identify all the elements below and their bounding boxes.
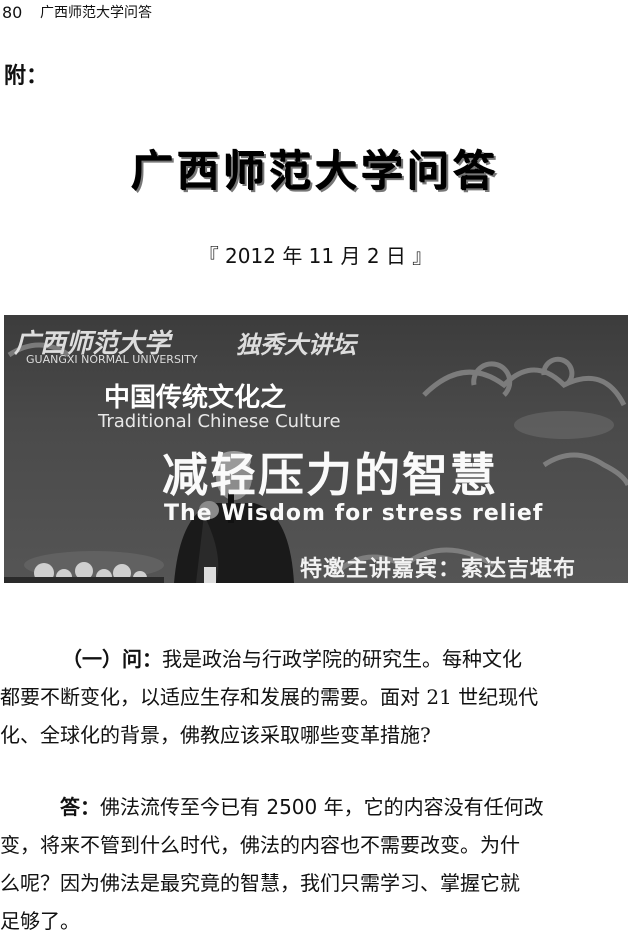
question-line: 都要不断变化，以适应生存和发展的需要。面对 21 世纪现代 [0,685,539,709]
answer-line: 答：佛法流传至今已有 2500 年，它的内容没有任何改 [0,788,631,826]
running-title: 广西师范大学问答 [40,5,152,21]
photo-guest-line: 特邀主讲嘉宾：索达吉堪布 [300,557,577,582]
answer-line: 变，将来不管到什么时代，佛法的内容也不需要改变。为什 [0,833,520,857]
photo-university-name: 广西师范大学 [14,329,171,359]
date-line: 『 2012 年 11 月 2 日 』 [198,244,433,268]
question-line: 化、全球化的背景，佛教应该采取哪些变革措施? [0,723,431,747]
speaker-figure [174,451,294,583]
running-header: 80 广西师范大学问答 [0,0,631,26]
question-paragraph: （一）问：我是政治与行政学院的研究生。每种文化 都要不断变化，以适应生存和发展的… [0,640,631,754]
photo-background-art [4,342,628,583]
photo-series-title-en: Traditional Chinese Culture [98,411,341,432]
lecture-photo: 广西师范大学 GUANGXI NORMAL UNIVERSITY 独秀大讲坛 中… [4,315,628,583]
appendix-label: 附： [4,64,49,89]
photo-university-name-en: GUANGXI NORMAL UNIVERSITY [26,353,198,366]
question-line: （一）问：我是政治与行政学院的研究生。每种文化 [0,640,631,678]
photo-forum-name: 独秀大讲坛 [236,330,356,359]
answer-line: 足够了。 [0,909,80,933]
answer-text: 佛法流传至今已有 2500 年，它的内容没有任何改 [100,795,544,819]
photo-theme-title-en: The Wisdom for stress relief [164,501,544,526]
question-text: 我是政治与行政学院的研究生。每种文化 [162,647,522,671]
question-label: （一）问： [62,647,162,671]
page-number: 80 [2,3,23,22]
answer-line: 么呢？因为佛法是最究竟的智慧，我们只需学习、掌握它就 [0,871,520,895]
page-title: 广西师范大学问答 [131,147,500,196]
photo-theme-title: 减轻压力的智慧 [162,448,498,502]
answer-paragraph: 答：佛法流传至今已有 2500 年，它的内容没有任何改 变，将来不管到什么时代，… [0,788,631,940]
answer-label: 答： [60,795,100,819]
photo-series-title: 中国传统文化之 [104,383,287,413]
